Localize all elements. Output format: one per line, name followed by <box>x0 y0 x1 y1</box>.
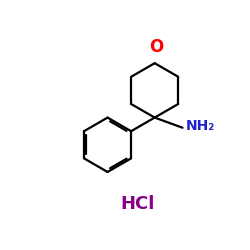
Text: NH₂: NH₂ <box>186 120 215 134</box>
Text: O: O <box>149 38 163 56</box>
Text: HCl: HCl <box>120 195 154 213</box>
